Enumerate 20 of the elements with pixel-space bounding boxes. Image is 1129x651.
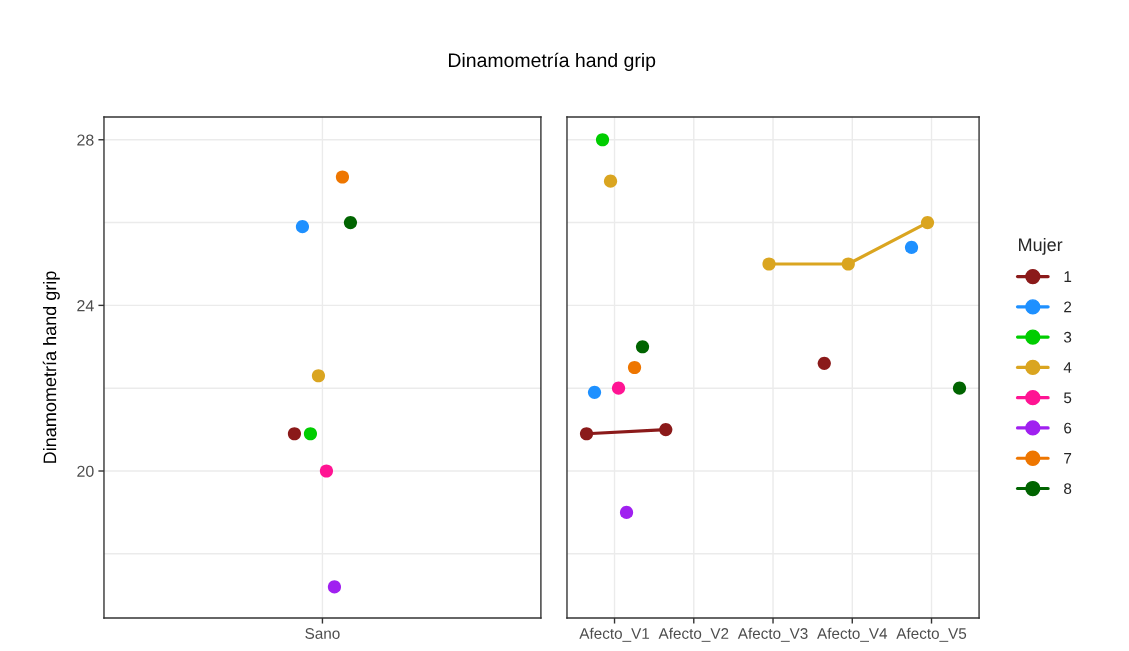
legend-title: Mujer (1019, 237, 1063, 255)
y-axis-title: Dinamometría hand grip (42, 271, 60, 463)
legend-label: 4 (1063, 362, 1072, 373)
y-tick-label: 24 (77, 300, 94, 312)
chart-title: Dinamometría hand grip (448, 52, 656, 72)
legend-label: 1 (1064, 271, 1072, 282)
y-tick-label: 20 (77, 465, 94, 477)
x-tick-label: Afecto_V2 (658, 627, 729, 642)
legend-label: 2 (1064, 301, 1072, 313)
x-tick-label: Afecto_V5 (896, 627, 967, 642)
legend-label: 7 (1064, 453, 1072, 464)
y-tick-label: 28 (77, 134, 94, 146)
x-tick-label: Afecto_V1 (579, 627, 650, 642)
x-tick-label: Sano (305, 628, 340, 639)
x-tick-label: Afecto_V3 (737, 627, 808, 642)
legend-label: 5 (1063, 392, 1072, 404)
legend-label: 6 (1064, 422, 1072, 434)
legend-label: 3 (1063, 331, 1072, 343)
x-tick-label: Afecto_V4 (817, 627, 888, 642)
legend-label: 8 (1064, 483, 1072, 495)
